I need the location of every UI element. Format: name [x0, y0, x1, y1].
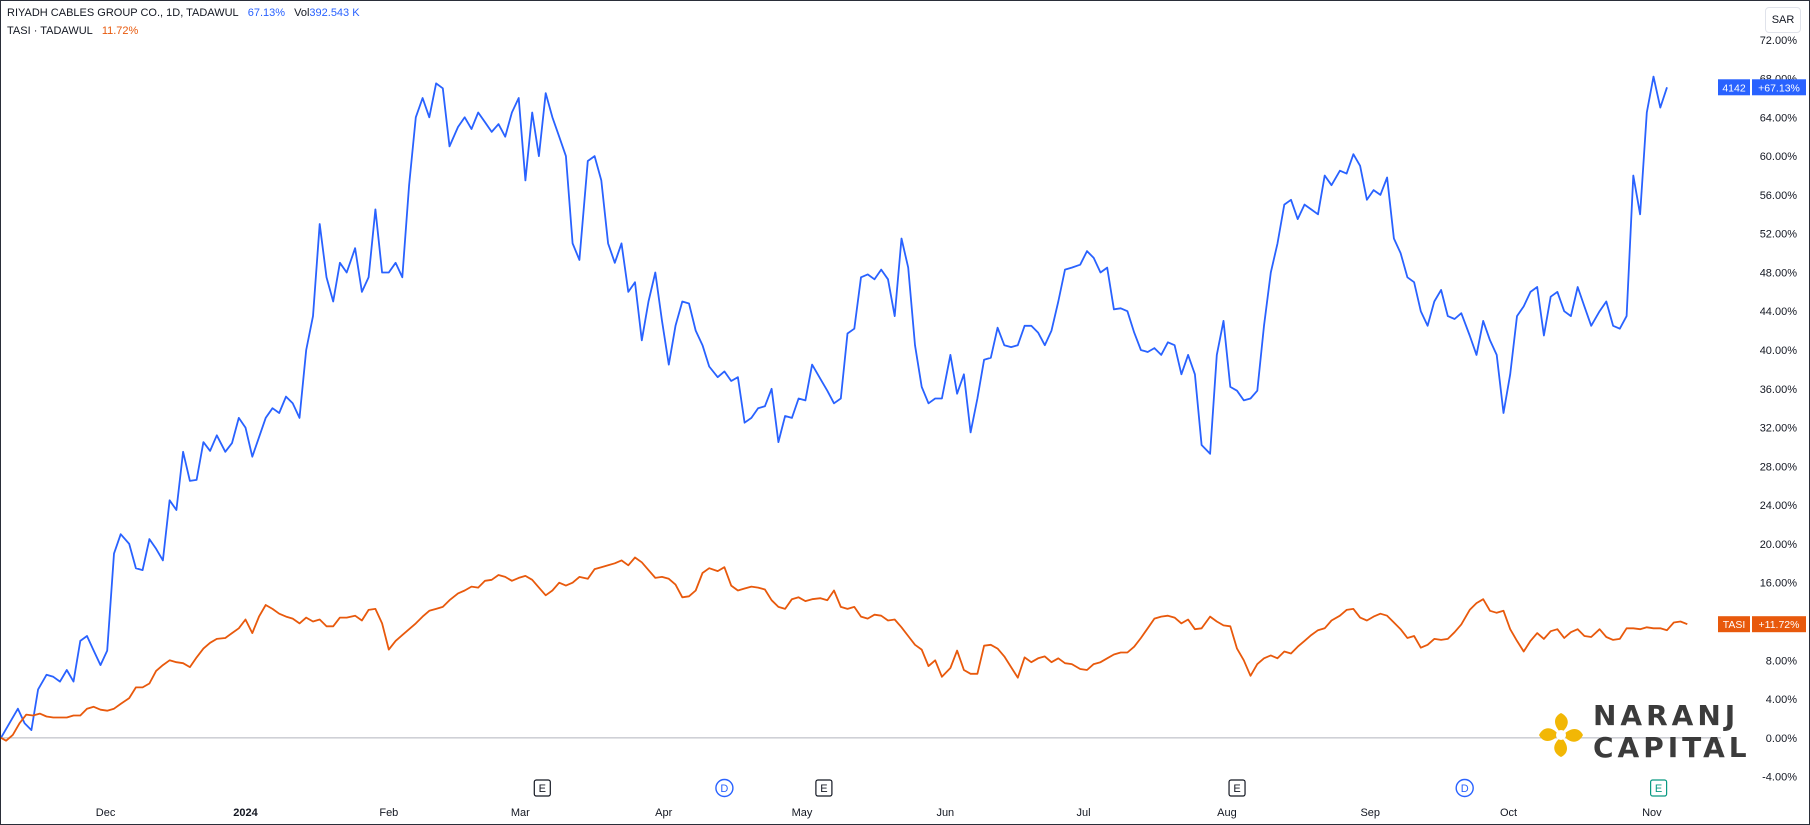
currency-button[interactable]: SAR [1765, 7, 1801, 33]
last-value-labels: 4142 +67.13% TASI +11.72% [1718, 79, 1806, 633]
earnings-event-marker[interactable]: E [533, 779, 551, 797]
x-tick-label: Dec [96, 807, 116, 819]
earnings-event-marker[interactable]: E [815, 779, 833, 797]
dividend-event-marker[interactable]: D [1455, 778, 1474, 798]
y-tick-label: 48.00% [1760, 267, 1798, 279]
naranj-logo-icon [1539, 713, 1583, 757]
value-badge [1752, 79, 1806, 96]
legend-benchmark[interactable]: TASI · TADAWUL 11.72% [7, 25, 144, 37]
x-tick-label: Apr [655, 807, 672, 819]
last-value-4142: 4142 +67.13% [1718, 79, 1806, 96]
benchmark-change: 11.72% [101, 25, 139, 37]
event-badge [1455, 778, 1474, 798]
event-label: E [1233, 783, 1240, 795]
logo-line-2: CAPITAL [1593, 731, 1751, 764]
y-tick-label: 64.00% [1760, 112, 1798, 124]
series-value-label: +11.72% [1759, 619, 1800, 631]
y-tick-label: 56.00% [1760, 190, 1798, 202]
event-badge [815, 779, 833, 797]
x-tick-label: Nov [1642, 807, 1662, 819]
series-name-label: 4142 [1722, 82, 1746, 94]
value-badge [1752, 616, 1806, 633]
volume-label: Vol [294, 7, 310, 19]
legend-main-symbol[interactable]: RIYADH CABLES GROUP CO., 1D, TADAWUL 67.… [7, 7, 366, 19]
event-badge [533, 779, 551, 797]
y-tick-label: 28.00% [1760, 461, 1798, 473]
y-tick-label: 24.00% [1760, 500, 1798, 512]
y-tick-label: 20.00% [1760, 539, 1798, 551]
last-value-tasi: TASI +11.72% [1718, 616, 1806, 633]
x-axis[interactable]: Dec 2024 Feb Mar Apr May Jun Jul Aug Sep Oct Nov [96, 807, 1662, 819]
symbol-change: 67.13% [247, 7, 286, 19]
y-tick-label: 44.00% [1760, 306, 1798, 318]
event-label: E [1655, 783, 1662, 795]
logo-line-1: NARANJ [1593, 699, 1740, 732]
volume-value: 392.543 K [309, 7, 360, 19]
event-label: E [820, 783, 827, 795]
x-tick-label: Oct [1500, 807, 1517, 819]
y-tick-label: 0.00% [1766, 733, 1797, 745]
event-label: E [539, 783, 546, 795]
symbol-title: RIYADH CABLES GROUP CO., 1D, TADAWUL [7, 7, 239, 19]
brand-logo: NARANJ CAPITAL [1537, 701, 1757, 765]
y-tick-label: 16.00% [1760, 578, 1798, 590]
x-tick-label: May [792, 807, 813, 819]
event-badge [1650, 779, 1668, 797]
earnings-event-marker[interactable]: E [1650, 779, 1668, 797]
x-tick-label: Sep [1360, 807, 1380, 819]
event-label: D [720, 783, 728, 795]
dividend-event-marker[interactable]: D [715, 778, 734, 798]
y-tick-label: 4.00% [1766, 694, 1797, 706]
series-line-4142[interactable] [1, 75, 1668, 739]
event-badge [715, 778, 734, 798]
name-badge [1718, 616, 1750, 633]
x-tick-label: Mar [511, 807, 530, 819]
y-tick-label: 32.00% [1760, 423, 1798, 435]
y-tick-label: -4.00% [1762, 772, 1797, 784]
y-tick-label: 72.00% [1760, 35, 1798, 47]
y-tick-label: 36.00% [1760, 384, 1798, 396]
x-tick-label: 2024 [233, 807, 258, 819]
y-tick-label: 60.00% [1760, 151, 1798, 163]
benchmark-title: TASI · TADAWUL [7, 25, 93, 37]
x-tick-label: Jun [936, 807, 954, 819]
x-tick-label: Feb [379, 807, 398, 819]
series-layer [1, 75, 1721, 742]
y-tick-label: 40.00% [1760, 345, 1798, 357]
y-tick-label: 52.00% [1760, 229, 1798, 241]
earnings-event-marker[interactable]: E [1228, 779, 1246, 797]
event-label: D [1461, 783, 1469, 795]
y-axis[interactable]: 72.00%68.00%64.00%60.00%56.00%52.00%48.0… [1760, 35, 1798, 784]
y-tick-label: 8.00% [1766, 655, 1797, 667]
name-badge [1718, 79, 1750, 96]
event-badge [1228, 779, 1246, 797]
series-value-label: +67.13% [1758, 82, 1800, 94]
series-line-tasi[interactable] [1, 556, 1688, 742]
x-tick-label: Aug [1217, 807, 1237, 819]
x-tick-label: Jul [1077, 807, 1091, 819]
series-name-label: TASI [1723, 619, 1746, 631]
